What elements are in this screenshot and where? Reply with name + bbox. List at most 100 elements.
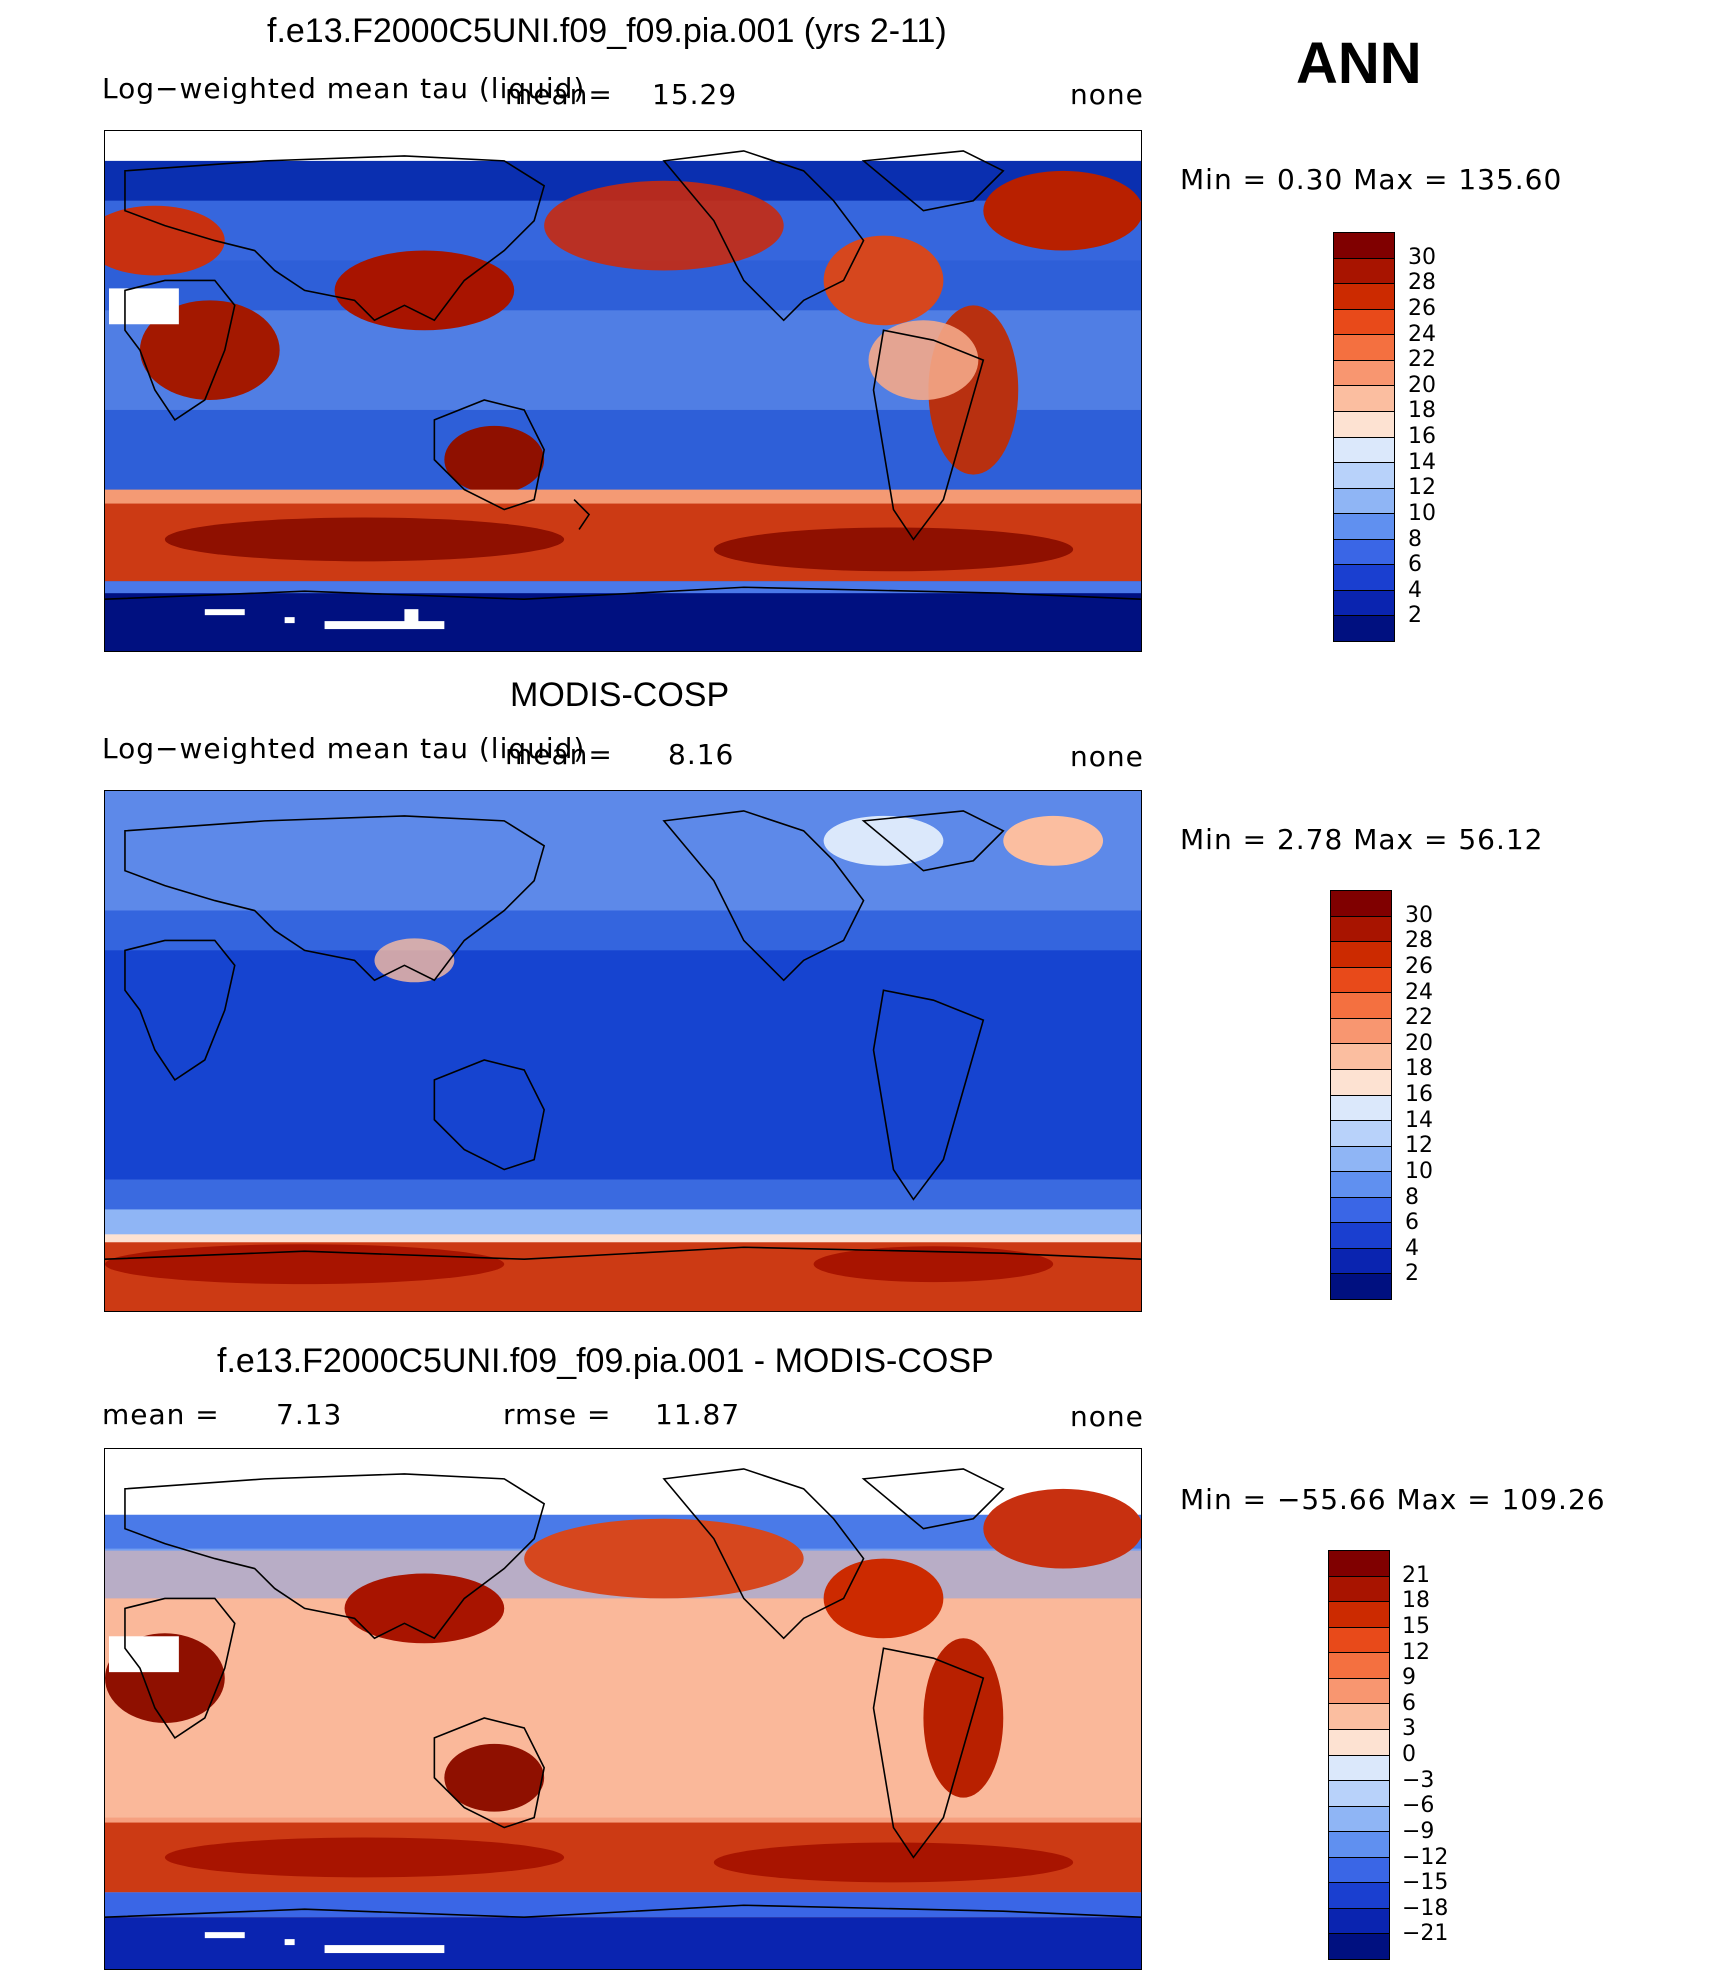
panel2-variable-label: Log−weighted mean tau (liquid) — [102, 732, 586, 765]
colorbar-swatch — [1331, 1095, 1391, 1122]
panel1-mean-value: 15.29 — [652, 78, 738, 111]
panel3-map — [104, 1448, 1142, 1970]
colorbar-tick-label: 28 — [1408, 270, 1436, 296]
colorbar-tick-label: 4 — [1408, 577, 1422, 603]
colorbar-tick-label: 15 — [1402, 1613, 1430, 1639]
colorbar-tick-label: 20 — [1405, 1030, 1433, 1056]
colorbar-swatch — [1334, 335, 1394, 361]
colorbar-swatch — [1331, 967, 1391, 994]
colorbar-swatch — [1329, 1627, 1389, 1654]
colorbar-swatch — [1329, 1857, 1389, 1884]
colorbar-tick-label: 24 — [1408, 321, 1436, 347]
colorbar-tick-label: 18 — [1408, 398, 1436, 424]
colorbar-swatch — [1331, 1223, 1391, 1249]
colorbar-swatch — [1334, 488, 1394, 515]
colorbar-swatch — [1329, 1678, 1389, 1705]
panel2-mean-label: mean= — [505, 738, 613, 771]
colorbar-swatch — [1329, 1908, 1389, 1935]
colorbar-swatch — [1334, 590, 1394, 617]
panel2-minmax: Min = 2.78 Max = 56.12 — [1180, 823, 1544, 856]
colorbar-tick-label: −18 — [1402, 1895, 1449, 1921]
colorbar-tick-label: 21 — [1402, 1562, 1430, 1588]
panel1-title: f.e13.F2000C5UNI.f09_f09.pia.001 (yrs 2-… — [267, 12, 947, 50]
panel3-title: f.e13.F2000C5UNI.f09_f09.pia.001 - MODIS… — [217, 1342, 994, 1380]
panel1-colorbar — [1333, 232, 1395, 642]
season-label: ANN — [1296, 31, 1422, 96]
colorbar-swatch — [1331, 1274, 1391, 1299]
colorbar-swatch — [1334, 309, 1394, 336]
colorbar-swatch — [1329, 1729, 1389, 1756]
colorbar-tick-label: 28 — [1405, 928, 1433, 954]
colorbar-swatch — [1331, 1069, 1391, 1096]
colorbar-swatch — [1331, 1197, 1391, 1224]
colorbar-tick-label: 9 — [1402, 1665, 1416, 1691]
panel3-colorbar — [1328, 1550, 1390, 1960]
colorbar-tick-label: 12 — [1402, 1639, 1430, 1665]
colorbar-tick-label: −6 — [1402, 1793, 1435, 1819]
panel1-minmax: Min = 0.30 Max = 135.60 — [1180, 163, 1563, 196]
colorbar-swatch — [1334, 360, 1394, 387]
colorbar-tick-label: 18 — [1402, 1588, 1430, 1614]
panel3-mean-label: mean = — [102, 1398, 220, 1431]
panel3-rmse-label: rmse = — [503, 1398, 612, 1431]
colorbar-swatch — [1334, 616, 1394, 641]
colorbar-swatch — [1329, 1883, 1389, 1909]
panel1-mean-label: mean= — [505, 78, 613, 111]
panel2-units: none — [1070, 740, 1144, 773]
colorbar-swatch — [1334, 437, 1394, 464]
colorbar-tick-label: 14 — [1405, 1107, 1433, 1133]
colorbar-tick-label: 6 — [1405, 1210, 1419, 1236]
colorbar-tick-label: 30 — [1405, 902, 1433, 928]
panel2-map — [104, 790, 1142, 1312]
panel2-title: MODIS-COSP — [510, 676, 730, 714]
colorbar-tick-label: 12 — [1408, 475, 1436, 501]
panel2-colorbar — [1330, 890, 1392, 1300]
panel3-minmax: Min = −55.66 Max = 109.26 — [1180, 1483, 1606, 1516]
colorbar-swatch — [1334, 386, 1394, 412]
panel1-units: none — [1070, 78, 1144, 111]
colorbar-swatch — [1331, 891, 1391, 917]
colorbar-swatch — [1334, 284, 1394, 310]
colorbar-tick-label: 6 — [1408, 552, 1422, 578]
panel3-rmse-value: 11.87 — [655, 1398, 741, 1431]
colorbar-tick-label: −3 — [1402, 1767, 1435, 1793]
colorbar-tick-label: 2 — [1405, 1261, 1419, 1287]
colorbar-swatch — [1334, 565, 1394, 591]
colorbar-tick-label: 20 — [1408, 372, 1436, 398]
colorbar-swatch — [1331, 1121, 1391, 1147]
colorbar-tick-label: 22 — [1405, 1005, 1433, 1031]
colorbar-swatch — [1334, 233, 1394, 259]
colorbar-swatch — [1329, 1934, 1389, 1959]
panel2-mean-value: 8.16 — [668, 738, 735, 771]
colorbar-tick-label: 10 — [1408, 500, 1436, 526]
colorbar-tick-label: −21 — [1402, 1921, 1449, 1947]
colorbar-swatch — [1329, 1806, 1389, 1833]
colorbar-swatch — [1331, 942, 1391, 968]
colorbar-tick-label: 14 — [1408, 449, 1436, 475]
colorbar-swatch — [1329, 1781, 1389, 1807]
colorbar-swatch — [1334, 463, 1394, 489]
colorbar-tick-label: 0 — [1402, 1742, 1416, 1767]
colorbar-swatch — [1334, 411, 1394, 438]
colorbar-swatch — [1331, 916, 1391, 943]
panel1-map — [104, 130, 1142, 652]
colorbar-tick-label: 12 — [1405, 1133, 1433, 1159]
colorbar-tick-label: 8 — [1408, 526, 1422, 552]
colorbar-tick-label: 24 — [1405, 979, 1433, 1005]
colorbar-swatch — [1331, 1146, 1391, 1173]
colorbar-tick-label: 30 — [1408, 244, 1436, 270]
colorbar-tick-label: 4 — [1405, 1235, 1419, 1261]
colorbar-tick-label: 8 — [1405, 1184, 1419, 1210]
colorbar-tick-label: −9 — [1402, 1818, 1435, 1844]
colorbar-tick-label: 2 — [1408, 603, 1422, 629]
colorbar-swatch — [1329, 1551, 1389, 1577]
colorbar-tick-label: −12 — [1402, 1844, 1449, 1870]
colorbar-swatch — [1331, 1044, 1391, 1070]
colorbar-swatch — [1331, 993, 1391, 1019]
colorbar-swatch — [1331, 1248, 1391, 1275]
colorbar-tick-label: 16 — [1405, 1082, 1433, 1107]
colorbar-tick-label: 18 — [1405, 1056, 1433, 1082]
colorbar-tick-label: −15 — [1402, 1870, 1449, 1896]
panel1-variable-label: Log−weighted mean tau (liquid) — [102, 72, 586, 105]
colorbar-swatch — [1329, 1576, 1389, 1603]
